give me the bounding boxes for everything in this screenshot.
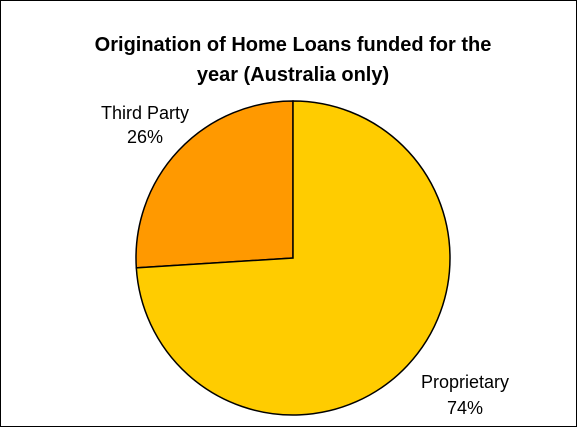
pie-slices	[135, 100, 451, 416]
pie-slice-proprietary	[135, 100, 451, 416]
slice-label-third-party-name: Third Party	[101, 103, 189, 123]
slice-label-third-party-value: 26%	[127, 127, 163, 147]
slice-label-proprietary-value: 74%	[447, 398, 483, 418]
chart-title-line-1: Origination of Home Loans funded for the	[95, 34, 492, 56]
slice-label-proprietary-name: Proprietary	[421, 372, 509, 392]
pie-slice-third-party	[135, 100, 294, 269]
chart-title-line-2: year (Australia only)	[197, 64, 389, 86]
